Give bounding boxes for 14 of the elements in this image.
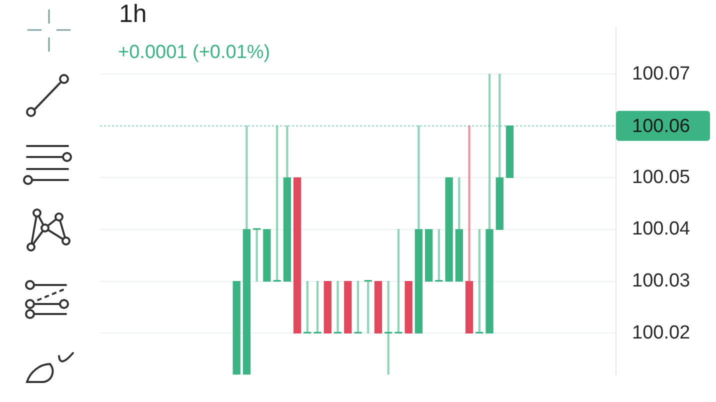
candlestick (252, 228, 261, 282)
candlestick (435, 229, 443, 282)
y-tick-label: 100.03 (632, 270, 690, 292)
y-tick-label: 100.02 (632, 322, 690, 344)
y-tick-label: 100.05 (632, 166, 690, 188)
candlestick (394, 229, 402, 334)
y-tick-label: 100.04 (632, 218, 691, 240)
candlestick (314, 280, 322, 334)
y-tick-label: 100.07 (632, 63, 690, 84)
candlestick (273, 126, 281, 282)
ref-line-label: 100.06 (632, 116, 690, 138)
chart-title: 1h (119, 0, 147, 29)
text: +0.0001 (+0.01%) (118, 42, 270, 64)
candlestick (354, 280, 362, 334)
